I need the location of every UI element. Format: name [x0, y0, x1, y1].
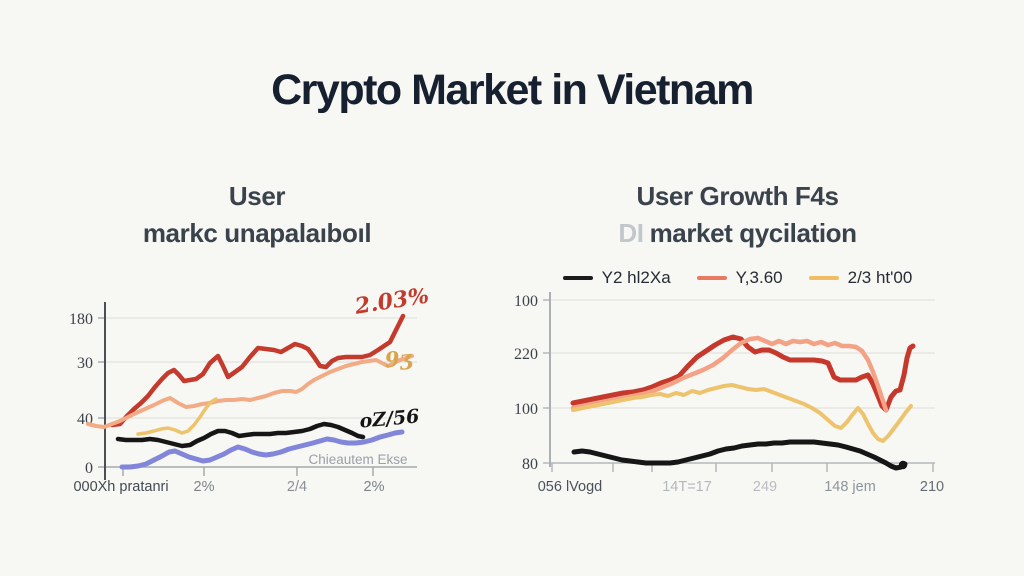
series-line-dark-red: [109, 313, 406, 428]
series-line-periwinkle: [119, 429, 405, 470]
legend-item: 2/3 ht'00: [808, 268, 913, 288]
legend-label: 2/3 ht'00: [847, 268, 913, 287]
left-chart-title: User markc unapalaıboıl: [57, 178, 457, 252]
legend-label: Y,3.60: [735, 268, 783, 287]
right-chart-title: User Growth F4s DI market qycilation: [515, 178, 960, 252]
x-axis-label: 2%: [194, 479, 215, 495]
y-axis-label: 80: [522, 456, 538, 473]
x-axis-label: 210: [920, 479, 944, 495]
legend-label: Y2 hl2Xa: [601, 268, 671, 287]
x-axis-label: 148 jem: [824, 479, 876, 495]
left-chart-title-line2: markc unapalaıboıl: [142, 218, 372, 248]
y-axis-label: 100: [514, 293, 538, 310]
x-axis-label: 000Xh pratanri: [73, 479, 168, 495]
y-axis-label: 0: [85, 460, 93, 477]
chart-annotation: 9ʒ: [384, 345, 414, 373]
chart-annotation: 2.03%: [352, 288, 431, 320]
y-axis-label: 220: [514, 346, 538, 363]
series-line-gold: [136, 397, 218, 436]
legend: Y2 hl2Xa Y,3.60 2/3 ht'00: [515, 265, 960, 291]
x-axis-label: 14T=17: [662, 479, 712, 495]
x-axis-label: 2/4: [287, 479, 307, 495]
legend-dash-icon: [696, 275, 727, 281]
series-line-salmon: [570, 335, 889, 413]
legend-dash-icon: [808, 275, 839, 281]
x-axis-label: 249: [753, 479, 777, 495]
chart-annotation: Chieautem Ekse: [308, 452, 407, 467]
series-black-end-dot-icon: [898, 460, 908, 470]
chart-annotation: oZ/56: [359, 405, 421, 432]
legend-item: Y,3.60: [696, 268, 783, 288]
series-line-gold: [571, 383, 913, 443]
series-line-black: [115, 421, 366, 449]
right-chart-title-line2: DI market qycilation: [618, 218, 857, 248]
y-axis-label: 180: [69, 311, 93, 328]
series-line-peach: [86, 354, 414, 429]
page-title: Crypto Market in Vietnam: [271, 66, 754, 114]
y-axis-label: 100: [514, 401, 538, 418]
legend-item: Y2 hl2Xa: [562, 268, 671, 288]
y-axis-label: 30: [77, 355, 93, 372]
series-line-black: [571, 439, 908, 471]
right-chart-title-line1: User Growth F4s: [636, 181, 839, 211]
x-axis-label: 056 lVogd: [538, 479, 603, 495]
x-axis-label: 2%: [364, 479, 385, 495]
dim-prefix-mark: DI: [618, 218, 644, 248]
legend-dash-icon: [562, 275, 593, 281]
left-chart-title-line1: User: [228, 181, 286, 211]
